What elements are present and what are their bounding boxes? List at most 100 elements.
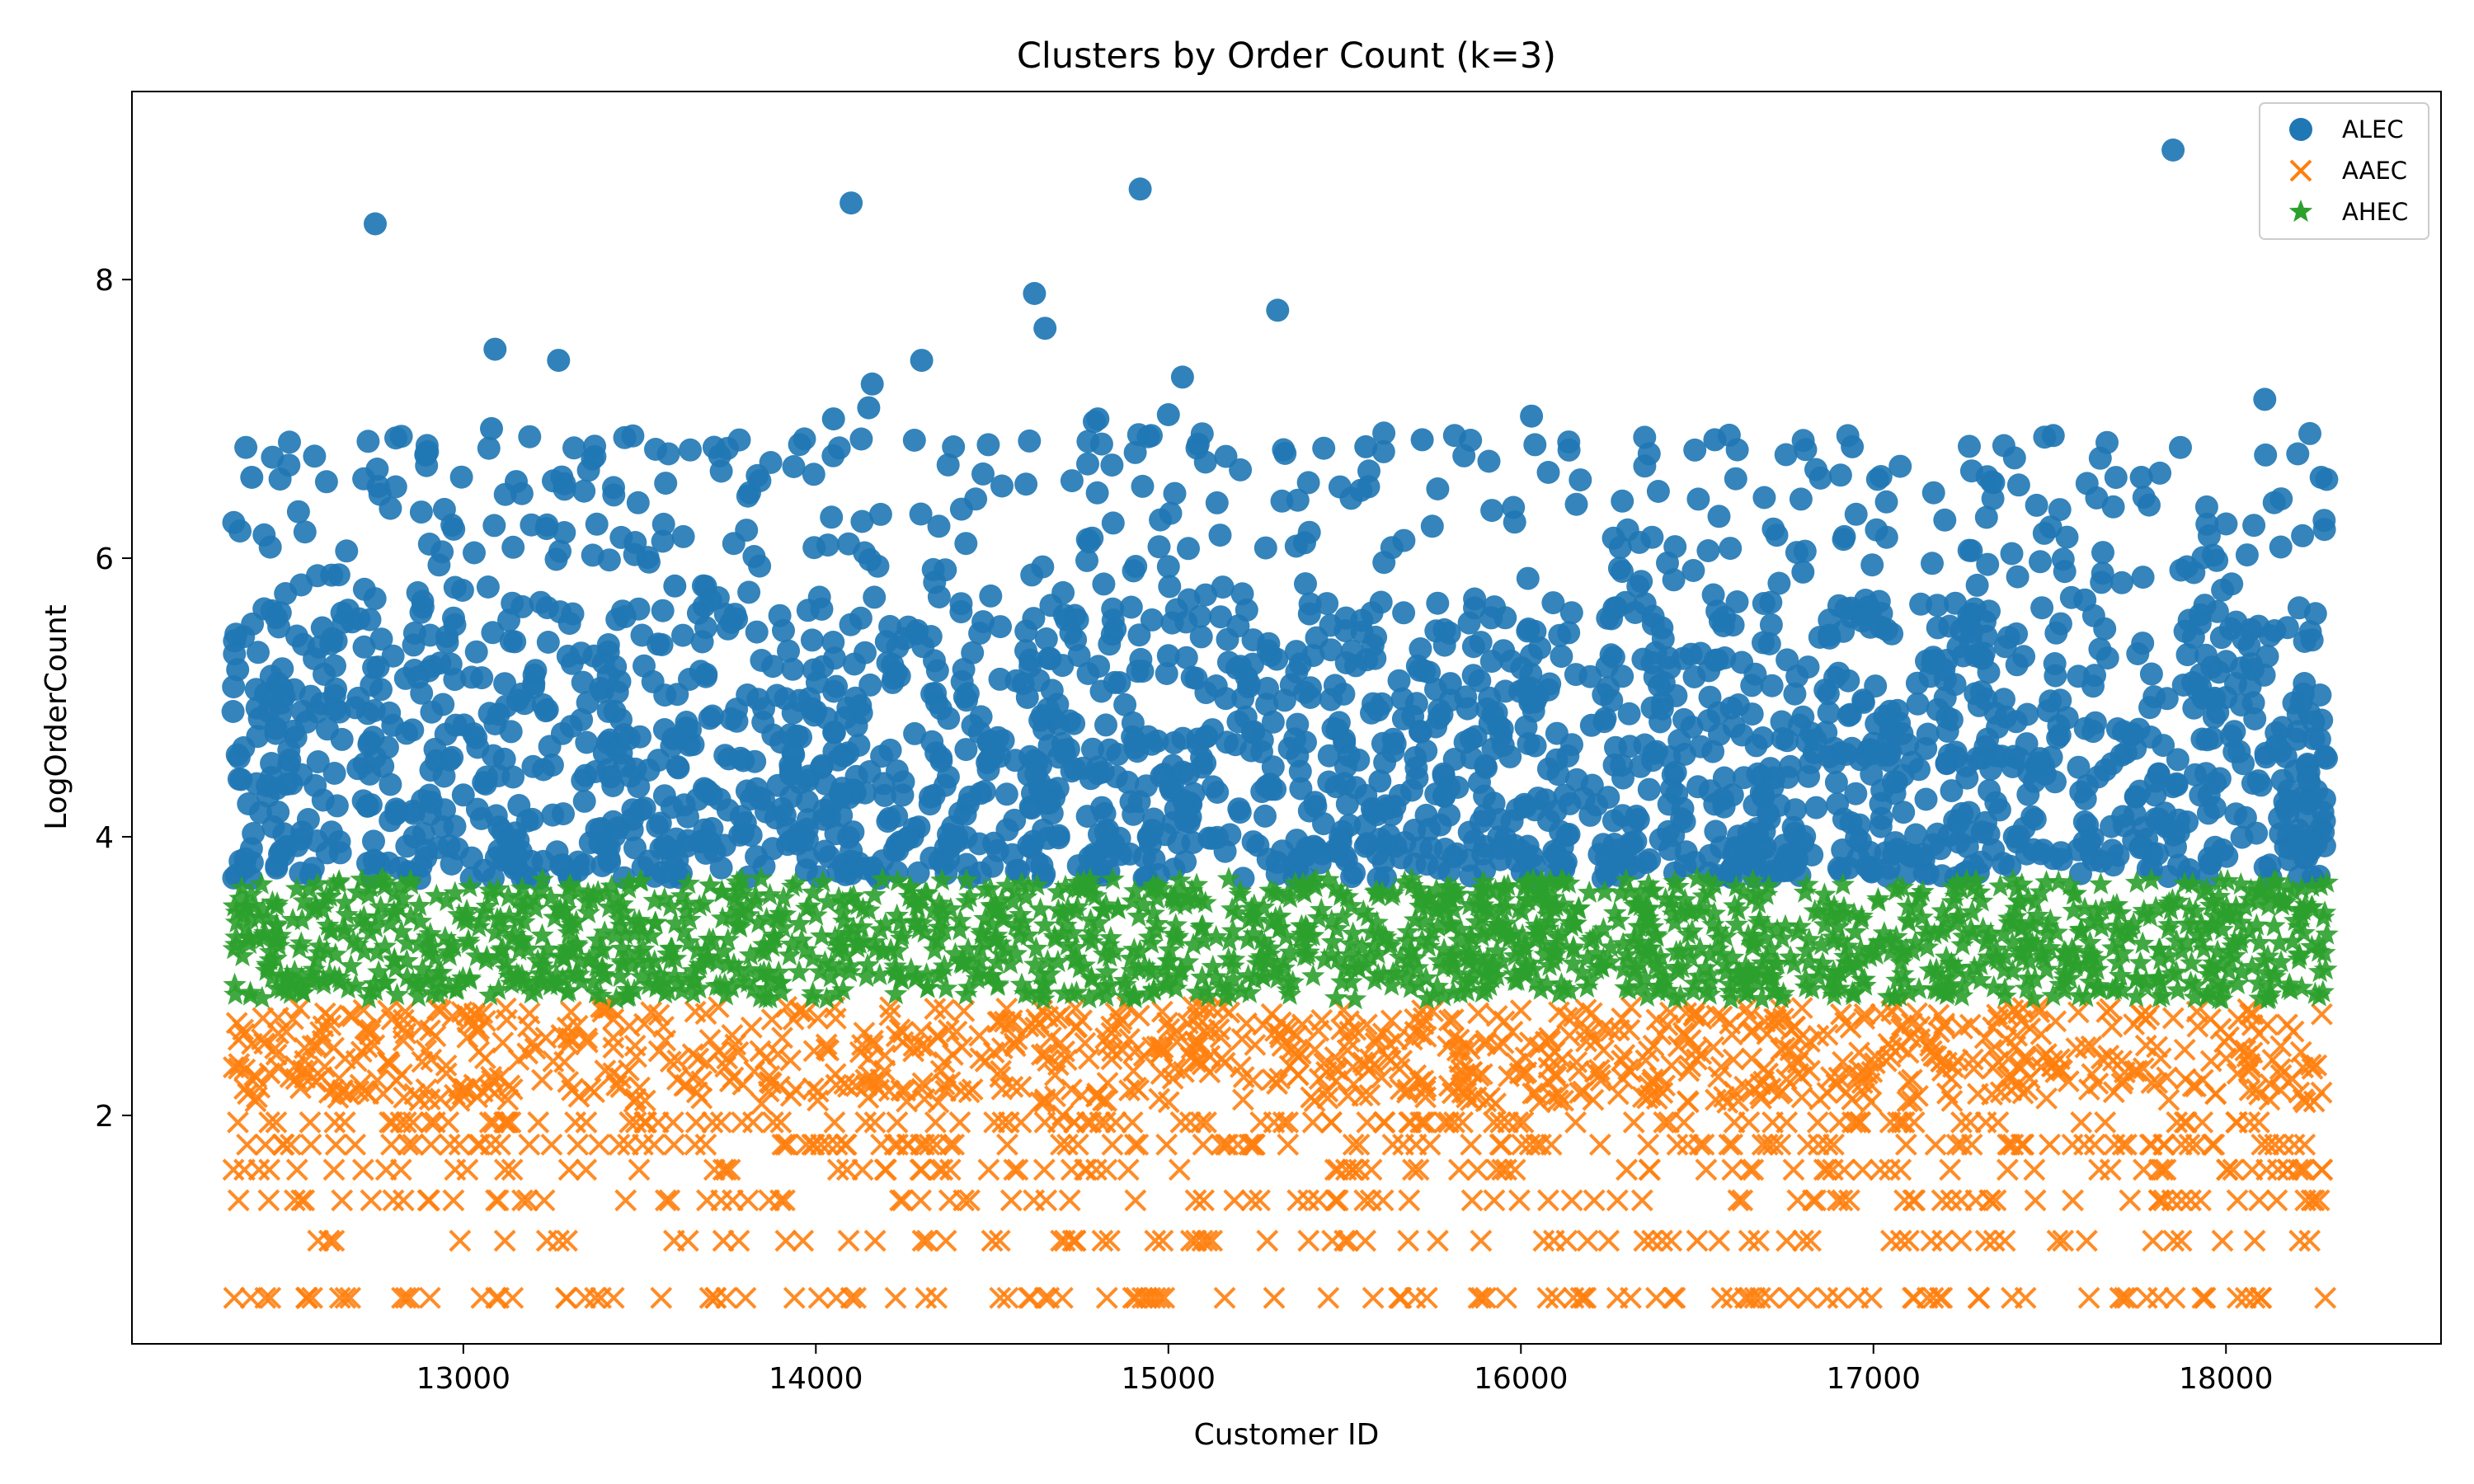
data-point-alec (355, 794, 379, 818)
data-point-alec (325, 794, 349, 818)
data-point-ahec (950, 951, 975, 974)
data-point-aaec (2077, 1286, 2100, 1309)
data-point-alec (505, 470, 528, 494)
data-point-aaec (769, 1111, 793, 1134)
data-point-alec (1611, 665, 1634, 688)
data-point-ahec (788, 911, 811, 935)
data-point-aaec (382, 1189, 405, 1212)
data-point-alec (362, 829, 385, 853)
data-point-ahec (251, 897, 275, 920)
data-point-aaec (324, 1133, 347, 1156)
data-point-ahec (2079, 909, 2103, 932)
data-point-alec (416, 659, 440, 683)
data-point-ahec (1583, 923, 1608, 946)
data-point-aaec (1831, 1189, 1854, 1212)
data-point-aaec (792, 1229, 815, 1252)
data-point-aaec (1422, 1000, 1445, 1023)
data-point-aaec (948, 1111, 971, 1134)
data-point-alec (1565, 768, 1589, 791)
data-point-aaec (628, 1158, 651, 1181)
data-point-aaec (1297, 1229, 1320, 1252)
data-point-alec (1156, 555, 1180, 579)
data-point-aaec (271, 1133, 294, 1156)
data-point-alec (660, 796, 684, 819)
data-point-aaec (1973, 1026, 1997, 1050)
data-point-ahec (2124, 870, 2149, 893)
data-point-aaec (482, 1111, 506, 1134)
data-point-alec (1657, 792, 1681, 816)
data-point-aaec (769, 1075, 791, 1098)
data-point-ahec (2108, 963, 2133, 986)
data-point-ahec (697, 927, 722, 950)
data-point-alec (1752, 486, 1776, 510)
data-point-alec (1123, 440, 1147, 464)
data-point-alec (1080, 737, 1104, 761)
data-point-ahec (687, 956, 711, 979)
data-point-alec (802, 463, 825, 486)
data-point-alec (2132, 486, 2156, 510)
data-point-aaec (602, 1062, 625, 1085)
data-point-ahec (830, 928, 854, 951)
data-point-alec (1557, 823, 1581, 846)
data-point-aaec (2275, 1013, 2298, 1036)
data-point-ahec (581, 970, 605, 993)
data-point-aaec (2173, 1038, 2196, 1061)
data-point-aaec (2226, 1189, 2249, 1212)
data-point-ahec (1561, 951, 1585, 974)
data-point-aaec (1522, 1082, 1545, 1105)
data-point-alec (666, 683, 689, 707)
data-point-alec (1270, 489, 1294, 513)
data-point-alec (1930, 864, 1954, 888)
data-point-ahec (223, 932, 248, 956)
data-point-ahec (1646, 979, 1670, 1002)
data-point-aaec (2314, 1286, 2337, 1309)
data-point-ahec (1054, 913, 1078, 936)
data-point-aaec (2178, 1133, 2201, 1156)
data-point-aaec (450, 1001, 473, 1023)
data-point-ahec (1362, 934, 1386, 957)
data-point-ahec (787, 960, 811, 983)
data-point-aaec (877, 1079, 901, 1102)
data-point-ahec (1561, 935, 1586, 958)
data-point-alec (1363, 646, 1387, 670)
data-point-ahec (1389, 945, 1413, 968)
data-point-alec (854, 857, 877, 881)
data-point-alec (1457, 611, 1481, 635)
data-point-alec (2253, 387, 2277, 411)
data-point-aaec (590, 996, 613, 1019)
data-point-aaec (938, 1133, 962, 1156)
data-point-alec (1957, 538, 1981, 562)
data-point-aaec (873, 1059, 896, 1082)
data-point-aaec (1564, 1111, 1587, 1134)
data-point-ahec (332, 916, 356, 939)
data-point-aaec (2265, 1189, 2288, 1212)
data-point-aaec (2134, 1008, 2157, 1031)
data-point-aaec (330, 1081, 353, 1104)
data-point-alec (510, 594, 534, 618)
data-point-ahec (1948, 904, 1972, 927)
data-point-alec (585, 512, 609, 536)
data-point-alec (2094, 758, 2117, 782)
data-point-alec (1634, 851, 1658, 875)
data-point-alec (538, 735, 562, 758)
data-point-ahec (1550, 972, 1573, 995)
data-point-ahec (789, 928, 814, 951)
data-point-aaec (1569, 1286, 1592, 1309)
data-point-aaec (487, 1286, 510, 1309)
data-point-aaec (851, 1158, 874, 1181)
data-point-ahec (2210, 918, 2234, 941)
data-point-alec (651, 512, 675, 536)
data-point-aaec (853, 1021, 876, 1045)
data-point-alec (1235, 665, 1258, 689)
data-point-aaec (1853, 1003, 1876, 1026)
data-point-alec (1272, 688, 1296, 712)
data-point-aaec (771, 1133, 794, 1156)
data-point-ahec (1976, 926, 2000, 949)
data-point-aaec (319, 1014, 342, 1037)
data-point-ahec (1794, 938, 1818, 961)
data-point-aaec (1150, 1040, 1174, 1063)
data-point-ahec (1523, 970, 1548, 993)
data-point-aaec (1483, 1189, 1506, 1212)
data-point-alec (766, 773, 790, 797)
data-point-aaec (1987, 1111, 2010, 1134)
